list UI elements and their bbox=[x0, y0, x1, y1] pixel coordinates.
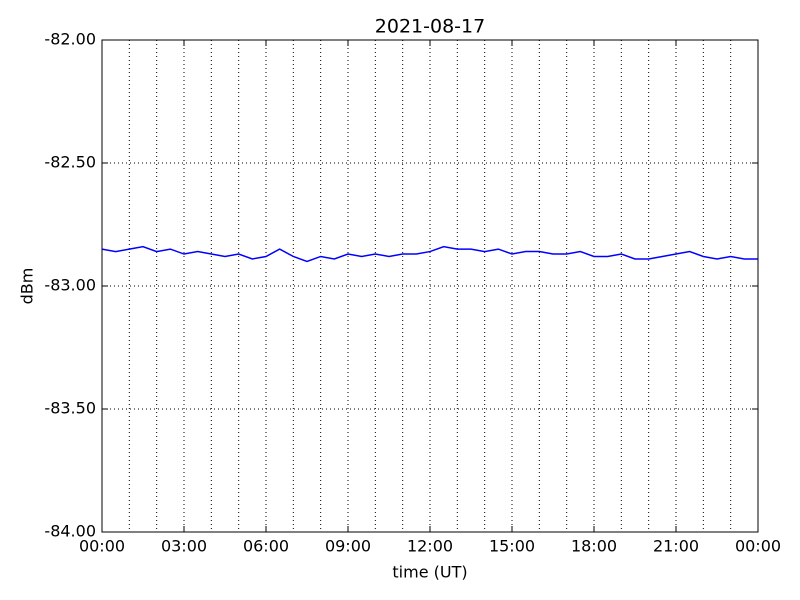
y-tick-label: -83.50 bbox=[44, 399, 96, 418]
x-tick-label: 12:00 bbox=[407, 537, 453, 556]
y-axis-label: dBm bbox=[18, 268, 37, 305]
x-tick-label: 09:00 bbox=[325, 537, 371, 556]
y-tick-label: -82.00 bbox=[44, 30, 96, 49]
x-tick-label: 06:00 bbox=[243, 537, 289, 556]
x-tick-label: 21:00 bbox=[653, 537, 699, 556]
chart-title: 2021-08-17 bbox=[375, 16, 485, 38]
x-tick-label: 00:00 bbox=[79, 537, 125, 556]
x-tick-label: 00:00 bbox=[735, 537, 781, 556]
x-tick-label: 18:00 bbox=[571, 537, 617, 556]
plot-frame bbox=[101, 39, 759, 533]
x-axis-label: time (UT) bbox=[392, 563, 467, 582]
line bbox=[101, 245, 758, 263]
y-tick-label: -83.00 bbox=[44, 276, 96, 295]
x-tick-label: 15:00 bbox=[489, 537, 535, 556]
x-tick-label: 03:00 bbox=[161, 537, 207, 556]
y-tick-label: -82.50 bbox=[44, 153, 96, 172]
y-tick-label: -84.00 bbox=[44, 522, 96, 541]
